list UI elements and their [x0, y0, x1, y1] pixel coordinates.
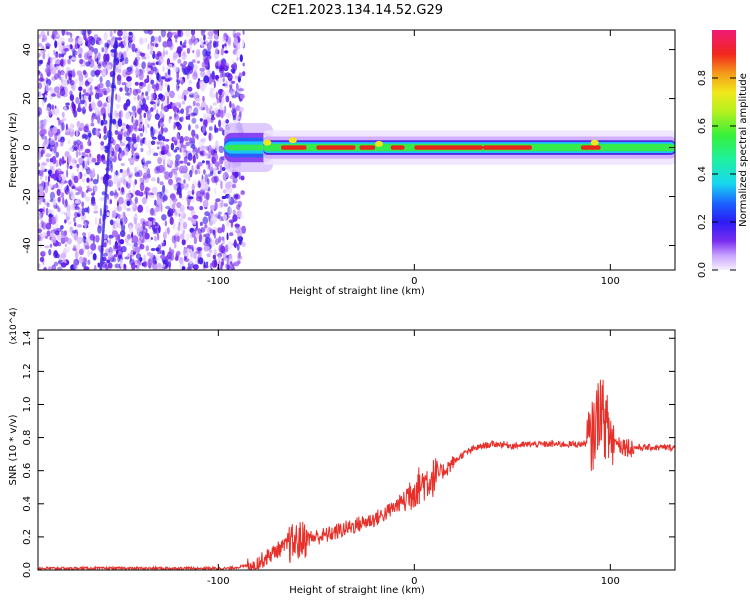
- y-tick-label: 0.0: [22, 562, 33, 578]
- snr-xlabel: Height of straight line (km): [289, 585, 425, 596]
- colorbar-tick-label: 0.6: [697, 118, 708, 134]
- colorbar: 0.0 0.2 0.4 0.6 0.8 Normalized spectral ampl…: [697, 30, 749, 278]
- spectrogram-ticks: -100 0 100 -40 -20 0 20 40: [22, 30, 675, 287]
- signal-core: [390, 145, 405, 150]
- snr-panel: -100 0 100 0.0 0.2 0.4 0.6 0.8 1.0 1.2 1.4 Height …: [8, 307, 676, 596]
- y-tick-label: 0.6: [22, 463, 33, 479]
- signal-blip: [263, 139, 272, 146]
- signal-blip: [288, 137, 297, 144]
- y-tick-label: 40: [22, 43, 33, 56]
- spectrogram-heatmap: [38, 30, 675, 270]
- y-tick-label: 0.4: [22, 496, 33, 512]
- signal-core: [414, 145, 483, 150]
- x-tick-label: 0: [411, 576, 417, 587]
- signal-core: [580, 145, 601, 150]
- y-tick-label: 1.0: [22, 397, 33, 413]
- spectrogram-frame: [37, 29, 676, 271]
- signal-core: [359, 145, 376, 150]
- spectrogram-ylabel: Frequency (Hz): [8, 112, 19, 188]
- colorbar-tick-label: 0.4: [697, 166, 708, 182]
- y-tick-label: 1.2: [22, 363, 33, 379]
- y-tick-label: 20: [22, 92, 33, 105]
- colorbar-label: Normalized spectral amplitude: [738, 73, 749, 227]
- y-tick-label: -40: [22, 237, 33, 253]
- spectrogram-xlabel: Height of straight line (km): [289, 286, 425, 297]
- noise-streak: [99, 37, 118, 270]
- y-tick-label: 0: [22, 144, 33, 150]
- x-tick-label: -100: [207, 276, 230, 287]
- x-tick-label: 100: [601, 576, 620, 587]
- snr-ticks: -100 0 100 0.0 0.2 0.4 0.6 0.8 1.0 1.2 1.4: [22, 330, 675, 587]
- snr-line: [38, 379, 675, 570]
- signal-blip: [375, 140, 384, 147]
- x-tick-label: -100: [207, 576, 230, 587]
- colorbar-tick-label: 0.8: [697, 70, 708, 86]
- signal-core: [482, 145, 532, 150]
- y-tick-label: 1.4: [22, 330, 33, 346]
- y-tick-label: 0.8: [22, 430, 33, 446]
- colorbar-gradient: [712, 30, 736, 270]
- colorbar-tick-label: 0.2: [697, 214, 708, 230]
- snr-frame: [37, 329, 676, 571]
- y-tick-label: 0.2: [22, 529, 33, 545]
- snr-multiplier: (x10^4): [9, 307, 19, 344]
- chart-title: C2E1.2023.134.14.52.G29: [271, 3, 443, 18]
- y-tick-label: -20: [22, 188, 33, 204]
- x-tick-label: 100: [601, 276, 620, 287]
- snr-ylabel: SNR (10 * v/v): [8, 414, 19, 485]
- colorbar-ticks: 0.0 0.2 0.4 0.6 0.8: [697, 70, 736, 278]
- signal-core: [316, 145, 356, 150]
- snr-series: [38, 379, 675, 570]
- spectrogram-panel: -100 0 100 -40 -20 0 20 40 Height of straight l…: [8, 29, 676, 297]
- colorbar-tick-label: 0.0: [697, 262, 708, 278]
- signal-core: [281, 145, 307, 150]
- signal-blip: [590, 139, 599, 146]
- transition-blob: [224, 144, 274, 151]
- x-tick-label: 0: [411, 276, 417, 287]
